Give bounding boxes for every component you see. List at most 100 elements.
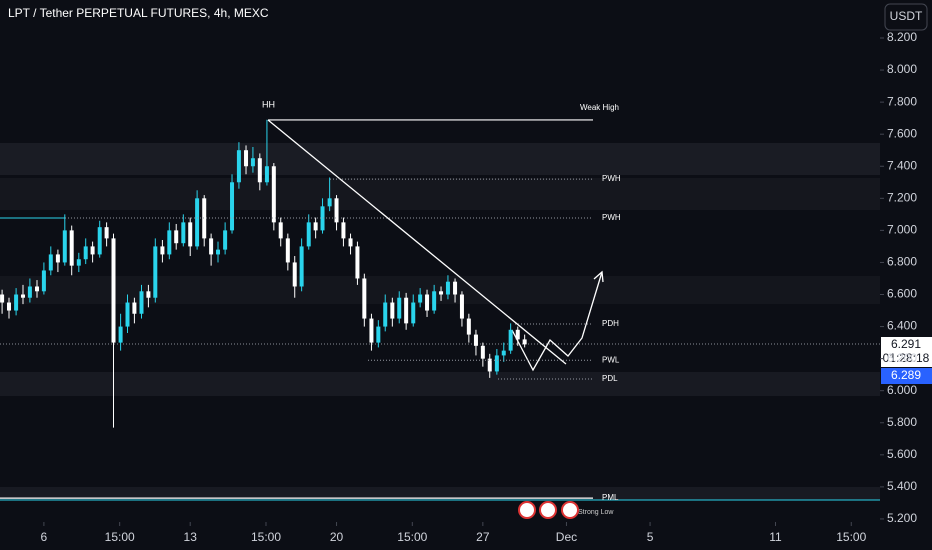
candle-body [20,294,25,298]
level-label: PDH [602,319,619,328]
candle-body [487,358,492,372]
last-price: 6.291 [891,337,921,351]
candle-body [153,246,158,298]
projection [511,271,603,372]
candle-body [432,291,437,311]
candle-body [202,198,207,239]
candle-body [139,291,144,314]
bid-box [881,368,932,384]
y-tick-label: 5.800 [887,415,917,429]
y-tick-label: 7.600 [887,126,917,140]
candle-body [230,182,235,231]
strong-low-label: Strong Low [578,509,614,516]
zone [0,178,880,210]
y-tick-label: 6.600 [887,287,917,301]
x-tick-label: 15:00 [836,530,866,544]
candle-body [466,318,471,335]
candle-body [501,350,506,356]
candle-body [236,150,241,183]
y-tick-label: 8.000 [887,62,917,76]
x-tick-label: 11 [769,530,782,544]
event-icons [518,501,579,519]
trendline [267,119,567,365]
candle-body [132,302,137,314]
candle-body [76,259,81,266]
candle-body [397,297,402,319]
candle-body [216,249,221,255]
candle-body [6,302,11,311]
candle-body [69,230,74,266]
arrow-head [593,270,604,283]
y-tick-label: 8.200 [887,30,917,44]
y-tick-label: 6.400 [887,319,917,333]
level-label: PWH [602,213,621,222]
candle-body [439,291,444,295]
candle-body [459,294,464,319]
zone [0,487,880,500]
y-tick-label: 7.800 [887,94,917,108]
candle-body [209,238,214,255]
candle-body [327,198,332,207]
currency-label: USDT [890,9,923,23]
candle-body [383,302,388,327]
candle-body [181,222,186,244]
candle-body [83,246,88,260]
candle-body [97,227,102,255]
y-tick-label: 7.400 [887,158,917,172]
candle-body [299,246,304,287]
candle-body [404,297,409,324]
candle-body [0,294,5,303]
x-tick-label: 20 [330,530,344,544]
x-tick-label: 15:00 [397,530,427,544]
candle-body [146,291,151,298]
candle-body [125,302,130,327]
level-label: Weak High [580,103,619,112]
y-tick-label: 7.200 [887,190,917,204]
candle-body [376,326,381,343]
candle-body [292,262,297,287]
x-tick-label: 27 [476,530,490,544]
y-tick-label: 6.200 [887,351,917,365]
x-tick-label: 6 [41,530,48,544]
candle-body [250,158,255,167]
chart-title: LPT / Tether PERPETUAL FUTURES, 4h, MEXC [8,6,269,20]
candle-body [425,294,430,311]
hh-label: HH [262,99,275,109]
candle-body [257,158,262,183]
candle-body [195,198,200,247]
candle-body [418,294,423,303]
y-tick-label: 7.000 [887,223,917,237]
y-tick-label: 5.600 [887,447,917,461]
y-tick-label: 5.400 [887,479,917,493]
candle-body [473,334,478,346]
candle-body [515,329,520,340]
candle-body [174,230,179,244]
candle-body [306,222,311,247]
level-label: PML [602,493,619,502]
candle-body [390,302,395,319]
x-tick-label: 15:00 [251,530,281,544]
zone [0,276,880,304]
candle-body [508,329,513,351]
x-tick-label: Dec [556,530,577,544]
y-tick-label: 6.800 [887,255,917,269]
y-tick-label: 5.200 [887,511,917,525]
currency-button[interactable] [884,3,928,31]
candle-body [362,278,367,319]
candle-body [188,222,193,247]
candle-body [223,230,228,250]
candle-body [244,150,249,167]
candle-body [34,286,39,292]
time-axis [0,522,880,550]
candle-body [55,254,60,263]
level-label: PDL [602,374,618,383]
candle-body [104,227,109,239]
x-tick-label: 5 [647,530,654,544]
candle-body [522,339,527,345]
candle-body [369,318,374,343]
candle-body [355,246,360,279]
y-tick-label: 6.000 [887,383,917,397]
level-label: PWL [602,355,620,364]
candle-body [111,238,116,343]
